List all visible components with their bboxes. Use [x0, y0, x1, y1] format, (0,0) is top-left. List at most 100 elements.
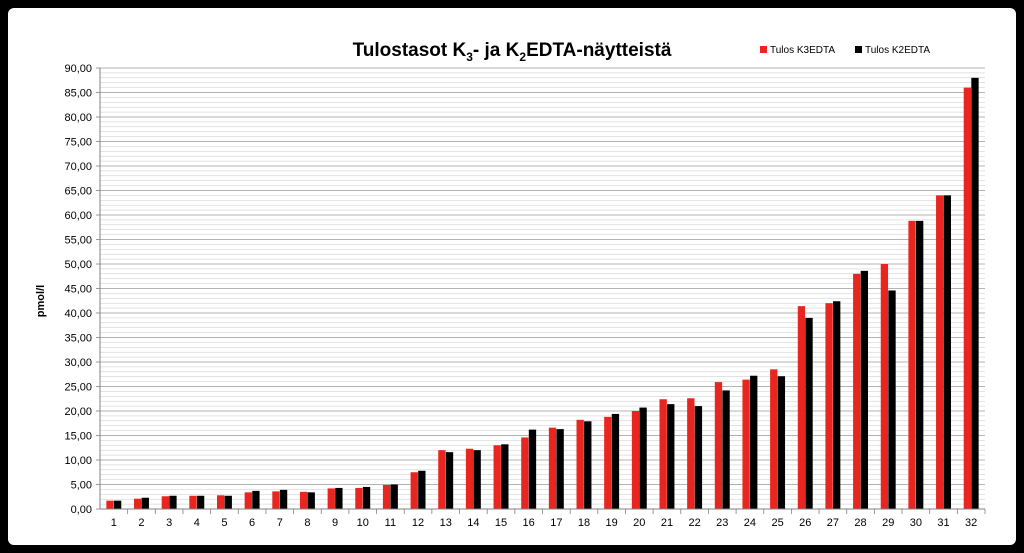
legend-label-k3edta: Tulos K3EDTA [770, 45, 835, 56]
bar-k3edta [355, 487, 363, 509]
bar-k3edta [438, 450, 446, 509]
bar-k3edta [189, 495, 197, 509]
chart-title-part-1: Tulostasot K [353, 40, 467, 61]
bar-k3edta [853, 273, 861, 509]
x-tick-label: 5 [221, 517, 227, 529]
x-tick-label: 25 [771, 517, 783, 529]
bar-k3edta [548, 427, 557, 509]
x-tick-label: 26 [799, 517, 811, 529]
bar-k2edta [113, 500, 122, 509]
x-tick-label: 19 [606, 517, 618, 529]
y-tick-label: 70,00 [64, 161, 92, 173]
legend: Tulos K3EDTA Tulos K2EDTA [760, 45, 930, 56]
chart-title-part-3: EDTA-näytteistä [526, 40, 672, 61]
bar-k2edta [528, 429, 537, 509]
bar-k2edta [943, 195, 951, 509]
bar-k2edta [777, 376, 786, 509]
bar-k3edta [216, 495, 225, 509]
y-tick-label: 85,00 [64, 88, 92, 100]
bar-k3edta [825, 303, 833, 509]
bar-k2edta [722, 390, 730, 509]
bar-k3edta [272, 491, 280, 509]
x-tick-label: 11 [385, 517, 396, 529]
bar-k3edta [714, 382, 723, 509]
y-tick-label: 10,00 [64, 455, 92, 467]
x-tick-label: 30 [910, 517, 922, 529]
bar-k3edta [299, 491, 308, 509]
x-tick-label: 1 [111, 517, 117, 529]
legend-swatch-k3edta [760, 46, 767, 53]
y-tick-label: 65,00 [64, 186, 92, 198]
bar-k2edta [362, 486, 371, 509]
bar-k2edta [667, 404, 675, 509]
y-tick-label: 25,00 [64, 382, 92, 394]
y-tick-label: 5,00 [71, 480, 92, 492]
bar-k3edta [687, 398, 695, 509]
chart-title: Tulostasot K3- ja K2EDTA-näytteistä [353, 40, 672, 64]
bar-k2edta [611, 413, 620, 509]
bar-k3edta [410, 472, 418, 509]
bar-k2edta [390, 484, 398, 509]
bar-k2edta [141, 497, 149, 509]
y-axis-ticks: 0,00 5,00 10,00 15,00 20,00 25,00 30,00 35,00 40… [64, 63, 100, 516]
x-tick-label: 27 [827, 517, 839, 529]
x-tick-label: 17 [550, 517, 562, 529]
bar-k2edta [224, 495, 232, 509]
y-tick-label: 60,00 [64, 210, 92, 222]
y-tick-label: 15,00 [64, 431, 92, 443]
y-tick-label: 75,00 [64, 137, 92, 149]
x-tick-label: 8 [304, 517, 310, 529]
bar-k3edta [631, 411, 640, 509]
bar-k2edta [639, 407, 647, 509]
bar-k3edta [963, 87, 972, 509]
bar-k2edta [335, 487, 343, 509]
x-tick-label: 29 [882, 517, 894, 529]
y-tick-label: 20,00 [64, 406, 92, 418]
y-tick-label: 30,00 [64, 357, 92, 369]
bar-k2edta [833, 301, 841, 509]
x-tick-label: 18 [578, 517, 590, 529]
x-tick-label: 16 [523, 517, 535, 529]
bar-k2edta [445, 452, 454, 509]
y-tick-label: 45,00 [64, 284, 92, 296]
y-tick-label: 90,00 [64, 63, 92, 75]
bar-k3edta [521, 437, 529, 509]
bar-k3edta [327, 488, 335, 509]
bar-k2edta [915, 220, 924, 509]
y-tick-label: 55,00 [64, 235, 92, 247]
x-tick-label: 13 [440, 517, 452, 529]
bar-k3edta [604, 416, 612, 509]
gridlines [100, 67, 985, 510]
bar-k2edta [805, 317, 813, 509]
x-tick-label: 21 [661, 517, 673, 529]
bar-k2edta [252, 490, 260, 509]
bar-k3edta [576, 419, 584, 509]
legend-label-k2edta: Tulos K2EDTA [865, 45, 930, 56]
x-tick-label: 10 [357, 517, 369, 529]
x-tick-label: 14 [467, 517, 479, 529]
bar-k2edta [307, 492, 315, 509]
bar-k3edta [465, 448, 474, 509]
bar-k2edta [196, 495, 205, 509]
bar-k3edta [134, 498, 142, 509]
bar-k2edta [169, 495, 177, 509]
bar-k2edta [418, 470, 426, 509]
x-tick-label: 20 [633, 517, 645, 529]
x-tick-label: 6 [249, 517, 255, 529]
bar-k2edta [971, 77, 979, 510]
chart-title-subscript-1: 3 [466, 50, 473, 64]
y-tick-label: 35,00 [64, 333, 92, 345]
bars [106, 77, 979, 510]
x-tick-label: 3 [166, 517, 172, 529]
chart-title-subscript-2: 2 [519, 50, 526, 64]
x-tick-label: 24 [744, 517, 756, 529]
x-tick-label: 7 [277, 517, 283, 529]
x-tick-label: 9 [332, 517, 338, 529]
bar-k2edta [750, 375, 758, 509]
y-tick-label: 80,00 [64, 112, 92, 124]
bar-k3edta [936, 195, 944, 509]
x-tick-label: 4 [194, 517, 200, 529]
x-tick-label: 23 [716, 517, 728, 529]
bar-k2edta [888, 290, 896, 509]
chart-frame: Tulostasot K3- ja K2EDTA-näytteistä pmol… [8, 8, 1016, 545]
